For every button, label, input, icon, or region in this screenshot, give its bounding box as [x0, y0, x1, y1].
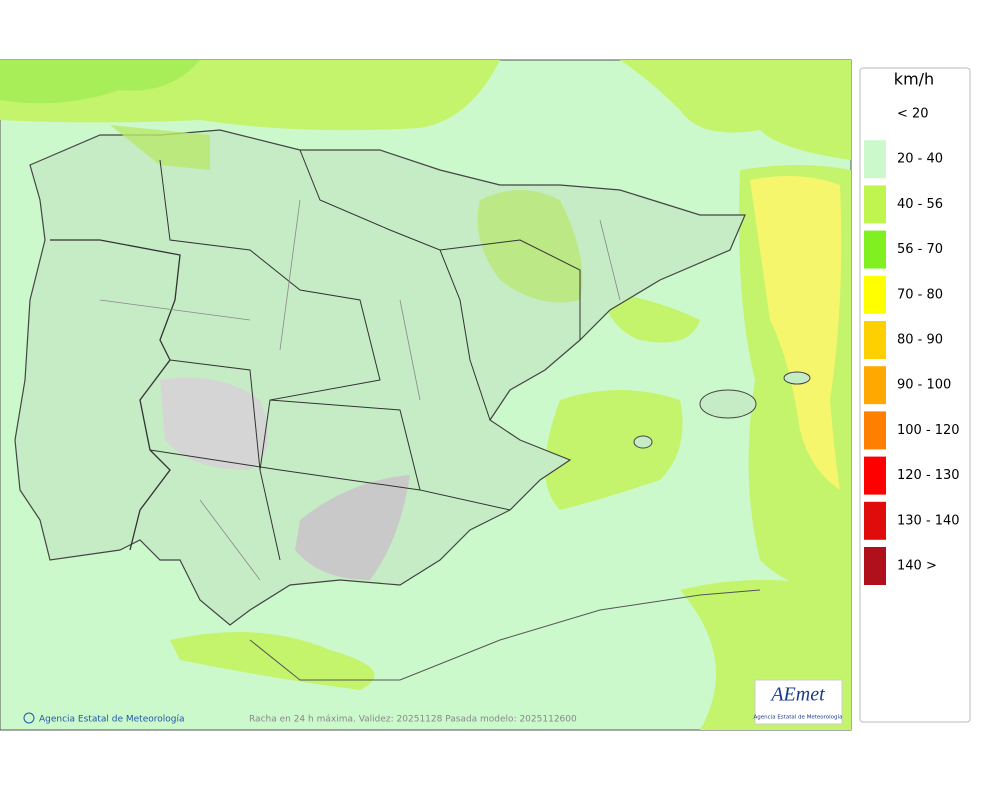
field — [0, 60, 200, 104]
logo: AEmet Agencia Estatal de Meteorología — [754, 679, 843, 725]
credit: Agencia Estatal de Meteorología — [39, 715, 185, 725]
legend-swatch — [864, 185, 886, 224]
caption: Racha en 24 h máxima. Validez: 20251128 … — [249, 715, 577, 725]
legend-label: 90 - 100 — [897, 378, 951, 393]
legend-label: 40 - 56 — [897, 197, 943, 212]
legend-box — [859, 67, 971, 723]
relief — [295, 475, 410, 580]
legend-label: < 20 — [897, 107, 929, 122]
legend: km/h < 20 20 - 40 40 - 56 56 - 70 70 - 80 80 … — [859, 67, 971, 723]
wind-fields — [0, 60, 851, 730]
field — [545, 390, 683, 510]
field — [170, 632, 375, 690]
legend-swatch — [864, 411, 886, 450]
province-borders — [99, 199, 621, 581]
legend-label: 70 - 80 — [897, 287, 943, 302]
legend-swatch — [864, 275, 886, 314]
legend-swatch — [864, 366, 886, 405]
logo-name: AEmet — [769, 684, 825, 706]
legend-label: 80 - 90 — [897, 333, 943, 348]
legend-swatch — [864, 547, 886, 585]
legend-swatch — [864, 456, 886, 495]
legend-label: 100 - 120 — [897, 423, 960, 438]
island — [783, 371, 811, 385]
legend-label: 20 - 40 — [897, 152, 943, 167]
legend-swatch — [864, 140, 886, 179]
field — [750, 176, 842, 490]
legend-swatch — [864, 230, 886, 269]
land — [14, 125, 811, 681]
field — [620, 60, 851, 160]
legend-label: 130 - 140 — [897, 513, 960, 528]
logo-box — [754, 679, 843, 725]
legend-label: 120 - 130 — [897, 468, 960, 483]
africa-coast — [249, 589, 761, 681]
region-borders — [149, 149, 581, 561]
legend-swatch — [864, 321, 886, 359]
legend-title: km/h — [894, 70, 934, 89]
field — [477, 190, 583, 303]
legend-label: 140 > — [897, 559, 937, 574]
island — [633, 435, 653, 449]
field — [600, 290, 700, 343]
legend-swatch — [864, 501, 886, 540]
logo-subtitle: Agencia Estatal de Meteorología — [754, 714, 843, 721]
field — [110, 125, 210, 170]
relief — [160, 377, 268, 470]
island — [699, 389, 757, 419]
copyright-icon — [23, 712, 35, 724]
legend-label: 56 - 70 — [897, 242, 943, 257]
